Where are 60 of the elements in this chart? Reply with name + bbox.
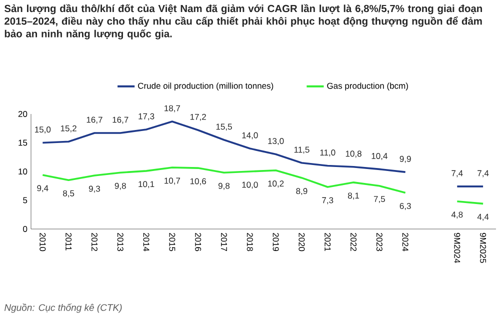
x-tick-label: 2012 bbox=[91, 232, 98, 252]
data-label: 10,4 bbox=[372, 152, 388, 160]
x-tick-label: 2021 bbox=[324, 232, 331, 252]
data-label: 9,8 bbox=[114, 182, 126, 190]
data-label: 6,3 bbox=[400, 202, 411, 210]
x-tick-label: 2022 bbox=[350, 232, 357, 252]
y-tick-label: 0 bbox=[23, 226, 28, 232]
data-label: 16,7 bbox=[112, 116, 128, 124]
data-label: 15,5 bbox=[216, 124, 232, 131]
y-tick-label: 10 bbox=[18, 168, 28, 175]
y-tick-label: 20 bbox=[18, 110, 28, 118]
data-label: 9,9 bbox=[400, 156, 411, 163]
data-label: 10,8 bbox=[346, 150, 362, 158]
data-label: 10,0 bbox=[242, 182, 258, 189]
data-label: 7,4 bbox=[452, 170, 463, 178]
data-label: 10,1 bbox=[138, 181, 154, 188]
data-label: 4,4 bbox=[477, 214, 489, 221]
chart-title: Sản lượng dầu thô/khí đốt của Việt Nam đã giảm với CAGR lần lượt là 6,8%/5,7% trong giai đoạn 2015–2024, điều này cho thấy nhu cầu cấp thiết phải khôi phục hoạt động thượng nguồn để đảm bảo an ninh năng lượng quốc gia. bbox=[4, 4, 482, 40]
x-tick-label: 9M2025 bbox=[480, 232, 486, 263]
x-tick-label: 2024 bbox=[402, 232, 408, 252]
x-tick-label: 2011 bbox=[66, 232, 72, 250]
data-label: 17,2 bbox=[190, 114, 206, 121]
data-label: 15,0 bbox=[35, 126, 51, 134]
y-tick-label: 15 bbox=[18, 140, 28, 146]
text: Nguồn: Cục thống kê (CTK) bbox=[4, 304, 122, 313]
data-label: 10,6 bbox=[190, 178, 206, 186]
x-tick-label: 2016 bbox=[195, 232, 202, 252]
data-label: 15,2 bbox=[60, 125, 76, 132]
x-tick-label: 2014 bbox=[143, 232, 150, 252]
data-label: 7,5 bbox=[374, 196, 385, 204]
legend-label: Gas production (bcm) bbox=[327, 82, 408, 91]
data-label: 18,7 bbox=[164, 105, 180, 112]
data-label: 10,2 bbox=[268, 180, 284, 188]
data-label: 14,0 bbox=[242, 132, 258, 140]
data-label: 8,5 bbox=[63, 190, 74, 198]
data-label: 11,0 bbox=[320, 150, 336, 157]
data-label: 13,0 bbox=[268, 138, 284, 146]
data-label: 9,4 bbox=[37, 185, 48, 192]
legend-label: Crude oil production (million tonnes) bbox=[138, 82, 274, 91]
x-tick-label: 9M2024 bbox=[454, 232, 460, 263]
x-tick-label: 2015 bbox=[169, 232, 176, 252]
x-tick-label: 2017 bbox=[220, 232, 227, 252]
x-tick-label: 2018 bbox=[246, 232, 253, 252]
y-tick-label: 5 bbox=[23, 197, 28, 204]
x-tick-label: 2019 bbox=[272, 232, 279, 252]
data-label: 4,8 bbox=[451, 212, 463, 219]
data-label: 8,1 bbox=[348, 192, 360, 200]
data-label: 7,3 bbox=[322, 197, 334, 204]
data-label: 17,3 bbox=[138, 113, 154, 120]
data-label: 10,7 bbox=[164, 178, 180, 185]
data-label: 7,4 bbox=[478, 170, 489, 178]
data-label: 11,5 bbox=[294, 146, 310, 154]
x-tick-label: 2010 bbox=[40, 232, 46, 252]
data-label: 16,7 bbox=[86, 116, 102, 124]
data-label: 9,8 bbox=[218, 182, 230, 190]
x-tick-label: 2020 bbox=[298, 232, 305, 252]
data-label: 9,3 bbox=[88, 186, 100, 193]
data-label: 8,9 bbox=[296, 188, 308, 196]
x-tick-label: 2013 bbox=[117, 232, 124, 252]
x-tick-label: 2023 bbox=[376, 232, 382, 252]
